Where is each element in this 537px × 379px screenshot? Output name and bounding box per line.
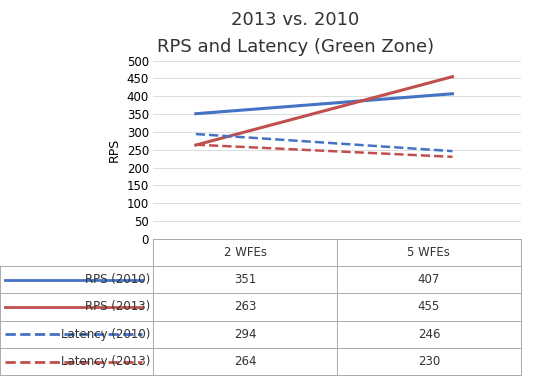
Text: RPS (2010): RPS (2010) (85, 273, 150, 286)
Text: 2 WFEs: 2 WFEs (223, 246, 266, 259)
Text: 5 WFEs: 5 WFEs (408, 246, 451, 259)
Text: 407: 407 (418, 273, 440, 286)
Text: 455: 455 (418, 301, 440, 313)
Text: 351: 351 (234, 273, 256, 286)
Text: 246: 246 (418, 328, 440, 341)
Text: RPS (2013): RPS (2013) (85, 301, 150, 313)
Text: Latency (2013): Latency (2013) (61, 355, 150, 368)
Text: RPS and Latency (Green Zone): RPS and Latency (Green Zone) (157, 38, 434, 56)
Text: 2013 vs. 2010: 2013 vs. 2010 (231, 11, 359, 29)
Text: 294: 294 (234, 328, 256, 341)
Y-axis label: RPS: RPS (108, 138, 121, 162)
Text: 263: 263 (234, 301, 256, 313)
Text: 230: 230 (418, 355, 440, 368)
Text: 264: 264 (234, 355, 256, 368)
Text: Latency (2010): Latency (2010) (61, 328, 150, 341)
